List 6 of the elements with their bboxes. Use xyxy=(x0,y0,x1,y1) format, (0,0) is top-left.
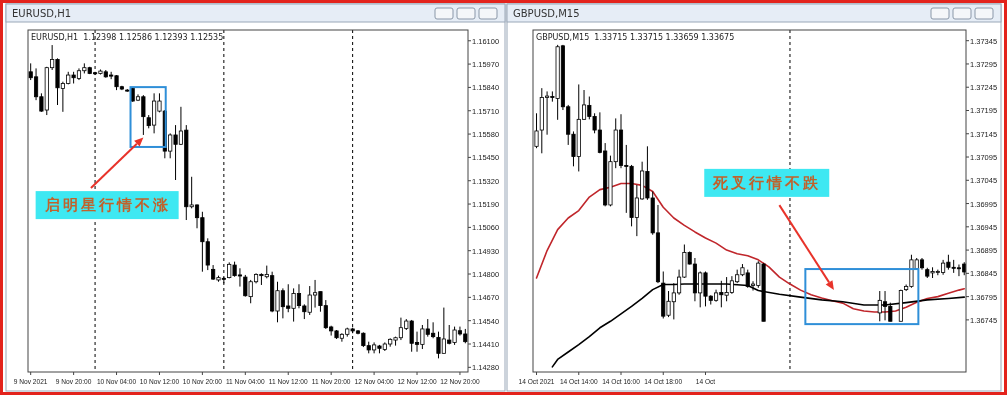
chart-subtitle: EURUSD,H1 1.12398 1.12586 1.12393 1.12535 xyxy=(31,33,224,42)
annotation: 启明星行情不涨 xyxy=(43,196,171,215)
chart-title: EURUSD,H1 xyxy=(12,8,72,19)
chart-subtitle: GBPUSD,M15 1.33715 1.33715 1.33659 1.33675 xyxy=(536,33,735,42)
annotation: 死叉行情不跌 xyxy=(712,173,822,192)
chart-title: GBPUSD,M15 xyxy=(513,8,580,19)
